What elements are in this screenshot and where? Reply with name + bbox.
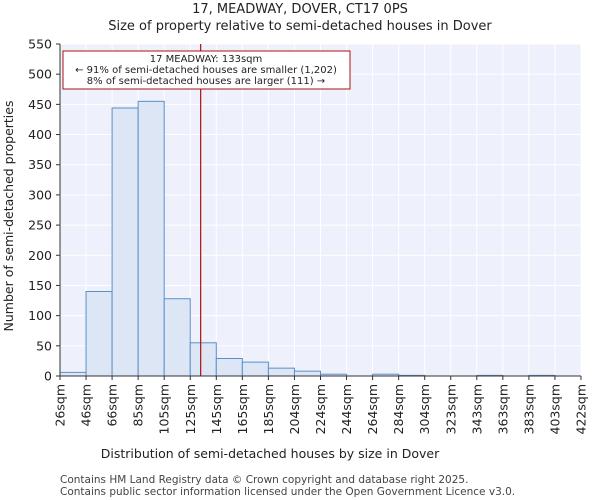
y-tick-label: 400 xyxy=(28,127,52,142)
y-tick-label: 500 xyxy=(28,67,52,82)
y-tick-label: 200 xyxy=(28,248,52,263)
y-tick-label: 100 xyxy=(28,308,52,323)
annotation-line-1: 17 MEADWAY: 133sqm xyxy=(150,54,263,65)
y-tick-label: 50 xyxy=(36,338,52,353)
bar-46sqm xyxy=(85,290,113,377)
x-tick-label: 403sqm xyxy=(547,384,562,434)
x-tick-label: 422sqm xyxy=(574,384,589,434)
footer-line-2: Contains public sector information licen… xyxy=(60,486,515,498)
annotation-box xyxy=(62,50,351,90)
x-tick-label: 304sqm xyxy=(417,384,432,434)
annotation-line-2: ← 91% of semi-detached houses are smalle… xyxy=(75,65,337,76)
y-axis-label: Number of semi-detached properties xyxy=(1,101,16,332)
x-tick-label: 46sqm xyxy=(79,384,94,427)
axes xyxy=(56,43,582,380)
chart-title: 17, MEADWAY, DOVER, CT17 0PS xyxy=(192,2,408,17)
x-tick-label: 125sqm xyxy=(183,384,198,434)
x-tick-label: 363sqm xyxy=(495,384,510,434)
bar-125sqm xyxy=(189,342,217,377)
x-tick-labels: 26sqm 46sqm 66sqm 85sqm 105sqm 125sqm 145sqm 16… xyxy=(53,384,589,434)
x-tick-label: 105sqm xyxy=(157,384,172,434)
x-tick-label: 145sqm xyxy=(209,384,224,434)
bar-204sqm xyxy=(293,370,322,377)
x-tick-label: 66sqm xyxy=(105,384,120,427)
chart-subtitle: Size of property relative to semi-detach… xyxy=(108,19,492,34)
annotation-line-3: 8% of semi-detached houses are larger (1… xyxy=(87,76,325,87)
bar-165sqm xyxy=(241,361,269,377)
y-tick-label: 350 xyxy=(28,157,52,172)
x-tick-label: 165sqm xyxy=(235,384,250,434)
y-tick-label: 0 xyxy=(44,369,52,384)
x-tick-label: 224sqm xyxy=(313,384,328,434)
x-tick-label: 204sqm xyxy=(287,384,302,434)
y-tick-label: 300 xyxy=(28,187,52,202)
y-tick-label: 550 xyxy=(28,37,52,52)
x-tick-label: 85sqm xyxy=(131,384,146,427)
x-tick-label: 383sqm xyxy=(521,384,536,434)
bar-185sqm xyxy=(267,367,295,377)
y-tick-labels: 0 50 100 150 200 250 300 350 400 450 500 550 xyxy=(28,37,52,384)
x-tick-label: 264sqm xyxy=(365,384,380,434)
bar-85sqm xyxy=(137,100,165,377)
x-axis-label: Distribution of semi-detached houses by … xyxy=(101,446,440,461)
y-tick-label: 150 xyxy=(28,278,52,293)
bar-145sqm xyxy=(215,357,243,377)
x-tick-label: 343sqm xyxy=(469,384,484,434)
x-tick-label: 323sqm xyxy=(443,384,458,434)
y-tick-label: 250 xyxy=(28,218,52,233)
footer-line-1: Contains HM Land Registry data © Crown c… xyxy=(60,474,468,486)
x-tick-label: 26sqm xyxy=(53,384,68,427)
x-tick-label: 284sqm xyxy=(391,384,406,434)
bar-26sqm xyxy=(59,371,87,377)
x-tick-label: 244sqm xyxy=(339,384,354,434)
bar-105sqm xyxy=(163,298,191,377)
x-tick-label: 185sqm xyxy=(261,384,276,434)
bar-66sqm xyxy=(111,107,139,377)
y-tick-label: 450 xyxy=(28,97,52,112)
